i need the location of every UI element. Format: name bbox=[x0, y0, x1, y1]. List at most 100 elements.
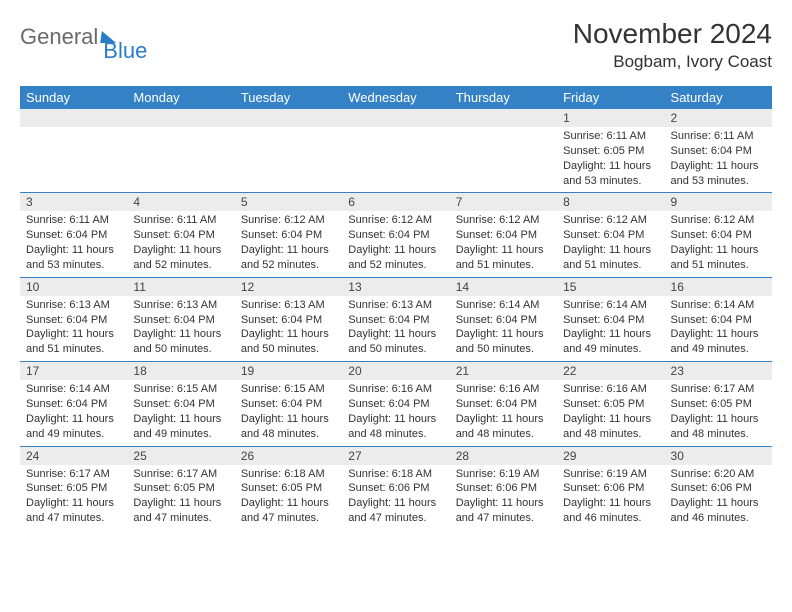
day-body-cell: Sunrise: 6:15 AMSunset: 6:04 PMDaylight:… bbox=[127, 380, 234, 446]
sunset-text: Sunset: 6:04 PM bbox=[348, 228, 443, 243]
day-number-cell: 2 bbox=[665, 109, 772, 127]
day-body-cell: Sunrise: 6:12 AMSunset: 6:04 PMDaylight:… bbox=[557, 211, 664, 277]
day-body-cell bbox=[127, 127, 234, 193]
sunrise-text: Sunrise: 6:11 AM bbox=[563, 129, 658, 144]
day-body-cell bbox=[20, 127, 127, 193]
day-body-cell: Sunrise: 6:18 AMSunset: 6:06 PMDaylight:… bbox=[342, 465, 449, 530]
sunrise-text: Sunrise: 6:12 AM bbox=[348, 213, 443, 228]
sunrise-text: Sunrise: 6:16 AM bbox=[348, 382, 443, 397]
sunset-text: Sunset: 6:05 PM bbox=[563, 397, 658, 412]
day-number-cell: 20 bbox=[342, 362, 449, 381]
week-row: Sunrise: 6:11 AMSunset: 6:04 PMDaylight:… bbox=[20, 211, 772, 277]
daylight-text: Daylight: 11 hours and 48 minutes. bbox=[456, 412, 551, 442]
sunset-text: Sunset: 6:04 PM bbox=[241, 228, 336, 243]
sunrise-text: Sunrise: 6:18 AM bbox=[241, 467, 336, 482]
sunset-text: Sunset: 6:04 PM bbox=[456, 397, 551, 412]
day-number-cell: 26 bbox=[235, 446, 342, 465]
sunset-text: Sunset: 6:06 PM bbox=[671, 481, 766, 496]
daylight-text: Daylight: 11 hours and 48 minutes. bbox=[563, 412, 658, 442]
day-number-cell bbox=[20, 109, 127, 127]
day-body-cell bbox=[342, 127, 449, 193]
daylight-text: Daylight: 11 hours and 50 minutes. bbox=[348, 327, 443, 357]
title-block: November 2024 Bogbam, Ivory Coast bbox=[573, 18, 772, 72]
day-number-cell: 30 bbox=[665, 446, 772, 465]
weekday-header: Tuesday bbox=[235, 86, 342, 109]
sunrise-text: Sunrise: 6:18 AM bbox=[348, 467, 443, 482]
day-number-cell bbox=[450, 109, 557, 127]
daylight-text: Daylight: 11 hours and 53 minutes. bbox=[563, 159, 658, 189]
sunset-text: Sunset: 6:04 PM bbox=[241, 397, 336, 412]
sunset-text: Sunset: 6:05 PM bbox=[241, 481, 336, 496]
day-number-cell: 17 bbox=[20, 362, 127, 381]
day-number-cell: 29 bbox=[557, 446, 664, 465]
day-body-cell: Sunrise: 6:20 AMSunset: 6:06 PMDaylight:… bbox=[665, 465, 772, 530]
daylight-text: Daylight: 11 hours and 47 minutes. bbox=[348, 496, 443, 526]
sunrise-text: Sunrise: 6:14 AM bbox=[26, 382, 121, 397]
sunset-text: Sunset: 6:04 PM bbox=[563, 313, 658, 328]
sunset-text: Sunset: 6:06 PM bbox=[348, 481, 443, 496]
day-body-cell: Sunrise: 6:12 AMSunset: 6:04 PMDaylight:… bbox=[235, 211, 342, 277]
sunrise-text: Sunrise: 6:15 AM bbox=[133, 382, 228, 397]
week-row: Sunrise: 6:13 AMSunset: 6:04 PMDaylight:… bbox=[20, 296, 772, 362]
weekday-header: Friday bbox=[557, 86, 664, 109]
day-number-cell: 25 bbox=[127, 446, 234, 465]
location-label: Bogbam, Ivory Coast bbox=[573, 52, 772, 72]
daylight-text: Daylight: 11 hours and 49 minutes. bbox=[26, 412, 121, 442]
daylight-text: Daylight: 11 hours and 53 minutes. bbox=[671, 159, 766, 189]
day-number-cell: 11 bbox=[127, 277, 234, 296]
daylight-text: Daylight: 11 hours and 47 minutes. bbox=[456, 496, 551, 526]
day-body-cell bbox=[450, 127, 557, 193]
day-number-cell: 14 bbox=[450, 277, 557, 296]
daylight-text: Daylight: 11 hours and 51 minutes. bbox=[26, 327, 121, 357]
sunset-text: Sunset: 6:06 PM bbox=[456, 481, 551, 496]
sunrise-text: Sunrise: 6:11 AM bbox=[133, 213, 228, 228]
day-body-cell: Sunrise: 6:16 AMSunset: 6:04 PMDaylight:… bbox=[450, 380, 557, 446]
sunset-text: Sunset: 6:04 PM bbox=[671, 313, 766, 328]
day-number-cell: 27 bbox=[342, 446, 449, 465]
day-body-cell: Sunrise: 6:13 AMSunset: 6:04 PMDaylight:… bbox=[342, 296, 449, 362]
sunrise-text: Sunrise: 6:14 AM bbox=[456, 298, 551, 313]
sunrise-text: Sunrise: 6:13 AM bbox=[348, 298, 443, 313]
sunrise-text: Sunrise: 6:14 AM bbox=[671, 298, 766, 313]
daylight-text: Daylight: 11 hours and 51 minutes. bbox=[456, 243, 551, 273]
sunset-text: Sunset: 6:04 PM bbox=[671, 228, 766, 243]
sunset-text: Sunset: 6:05 PM bbox=[671, 397, 766, 412]
day-number-cell: 6 bbox=[342, 193, 449, 212]
sunset-text: Sunset: 6:04 PM bbox=[26, 228, 121, 243]
day-number-cell: 8 bbox=[557, 193, 664, 212]
day-number-cell: 13 bbox=[342, 277, 449, 296]
day-number-cell: 4 bbox=[127, 193, 234, 212]
weekday-header: Wednesday bbox=[342, 86, 449, 109]
day-number-cell: 7 bbox=[450, 193, 557, 212]
day-number-cell: 18 bbox=[127, 362, 234, 381]
daylight-text: Daylight: 11 hours and 49 minutes. bbox=[671, 327, 766, 357]
day-body-cell: Sunrise: 6:14 AMSunset: 6:04 PMDaylight:… bbox=[450, 296, 557, 362]
week-row: Sunrise: 6:14 AMSunset: 6:04 PMDaylight:… bbox=[20, 380, 772, 446]
daylight-text: Daylight: 11 hours and 52 minutes. bbox=[133, 243, 228, 273]
weekday-header: Thursday bbox=[450, 86, 557, 109]
sunset-text: Sunset: 6:04 PM bbox=[133, 313, 228, 328]
sunset-text: Sunset: 6:04 PM bbox=[563, 228, 658, 243]
sunrise-text: Sunrise: 6:16 AM bbox=[563, 382, 658, 397]
week-row: Sunrise: 6:11 AMSunset: 6:05 PMDaylight:… bbox=[20, 127, 772, 193]
sunset-text: Sunset: 6:06 PM bbox=[563, 481, 658, 496]
weekday-header: Saturday bbox=[665, 86, 772, 109]
daylight-text: Daylight: 11 hours and 50 minutes. bbox=[241, 327, 336, 357]
sunrise-text: Sunrise: 6:17 AM bbox=[133, 467, 228, 482]
daylight-text: Daylight: 11 hours and 47 minutes. bbox=[133, 496, 228, 526]
day-body-cell: Sunrise: 6:11 AMSunset: 6:04 PMDaylight:… bbox=[127, 211, 234, 277]
day-number-cell: 24 bbox=[20, 446, 127, 465]
sunrise-text: Sunrise: 6:15 AM bbox=[241, 382, 336, 397]
day-number-cell bbox=[127, 109, 234, 127]
day-body-cell: Sunrise: 6:16 AMSunset: 6:04 PMDaylight:… bbox=[342, 380, 449, 446]
sunrise-text: Sunrise: 6:12 AM bbox=[241, 213, 336, 228]
weekday-header: Sunday bbox=[20, 86, 127, 109]
daylight-text: Daylight: 11 hours and 47 minutes. bbox=[26, 496, 121, 526]
sunrise-text: Sunrise: 6:13 AM bbox=[133, 298, 228, 313]
daylight-text: Daylight: 11 hours and 53 minutes. bbox=[26, 243, 121, 273]
sunset-text: Sunset: 6:04 PM bbox=[133, 397, 228, 412]
brand-part2: Blue bbox=[103, 38, 147, 64]
day-number-cell: 10 bbox=[20, 277, 127, 296]
daylight-text: Daylight: 11 hours and 51 minutes. bbox=[563, 243, 658, 273]
daylight-text: Daylight: 11 hours and 46 minutes. bbox=[563, 496, 658, 526]
